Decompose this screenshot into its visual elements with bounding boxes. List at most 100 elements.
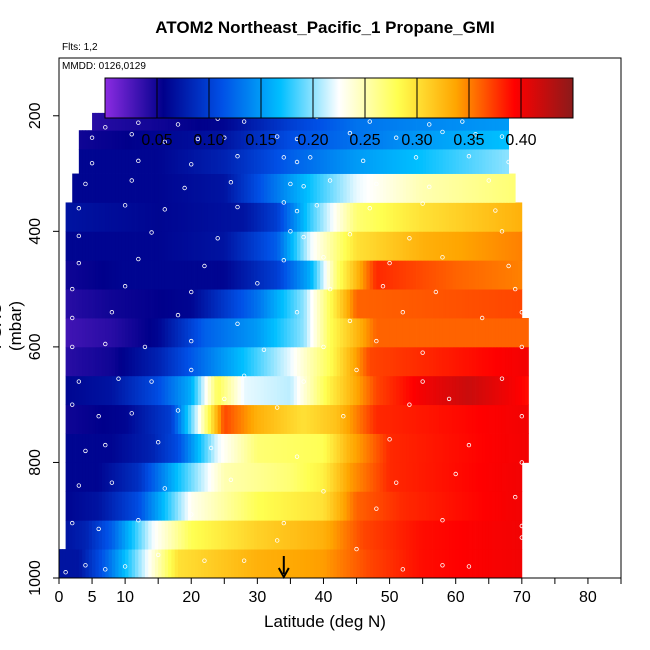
heatmap-cell [184, 260, 189, 290]
heatmap-cell [399, 112, 404, 131]
heatmap-cell [98, 260, 103, 290]
heatmap-cell [148, 202, 152, 232]
heatmap-cell [366, 149, 371, 174]
heatmap-cell [78, 289, 83, 319]
heatmap-cell [330, 202, 334, 232]
heatmap-cell [449, 173, 453, 203]
heatmap-cell [399, 289, 404, 319]
heatmap-cell [207, 404, 212, 434]
heatmap-cell [290, 149, 295, 174]
heatmap-cell [376, 173, 381, 203]
heatmap-cell [518, 433, 523, 463]
heatmap-cell [217, 260, 222, 290]
heatmap-cell [363, 549, 367, 579]
heatmap-cell [455, 433, 460, 463]
heatmap-cell [85, 433, 90, 463]
heatmap-cell [366, 130, 371, 150]
heatmap-cell [115, 433, 119, 463]
heatmap-cell [128, 375, 133, 406]
heatmap-cell [78, 202, 83, 232]
heatmap-cell [237, 231, 242, 261]
heatmap-cell [511, 318, 516, 348]
heatmap-cell [187, 375, 192, 406]
sample-point [301, 379, 306, 384]
heatmap-cell [220, 149, 225, 174]
heatmap-cell [197, 491, 202, 521]
heatmap-cell [406, 260, 410, 290]
heatmap-cell [343, 202, 348, 232]
heatmap-cell [273, 231, 278, 261]
heatmap-cell [277, 433, 281, 463]
heatmap-cell [237, 260, 242, 290]
heatmap-cell [445, 520, 450, 550]
sample-point [380, 284, 386, 289]
heatmap-cell [148, 149, 152, 174]
heatmap-row [65, 231, 523, 261]
heatmap-cell [135, 491, 139, 521]
heatmap-cell [267, 433, 271, 463]
heatmap-cell [293, 260, 298, 290]
heatmap-cell [465, 260, 470, 290]
heatmap-cell [234, 375, 238, 406]
heatmap-cell [254, 549, 258, 579]
heatmap-cell [392, 149, 397, 174]
heatmap-cell [508, 231, 513, 261]
heatmap-cell [135, 289, 139, 319]
sample-point [155, 552, 161, 558]
heatmap-cell [257, 173, 262, 203]
heatmap-cell [72, 433, 76, 463]
heatmap-cell [257, 289, 262, 319]
heatmap-cell [422, 202, 427, 232]
heatmap-cell [353, 231, 357, 261]
heatmap-cell [409, 202, 414, 232]
heatmap-cell [306, 375, 311, 406]
heatmap-cell [88, 491, 93, 521]
heatmap-cell [263, 260, 268, 290]
heatmap-cell [161, 112, 166, 131]
sample-point [360, 158, 366, 164]
heatmap-cell [333, 462, 338, 492]
sample-point [367, 206, 372, 211]
heatmap-cell [462, 346, 467, 377]
sample-point [301, 234, 306, 240]
heatmap-cell [449, 433, 453, 463]
sample-point [83, 181, 88, 187]
heatmap-cell [174, 491, 179, 521]
heatmap-cell [409, 173, 414, 203]
heatmap-cell [82, 346, 86, 377]
heatmap-cell [201, 491, 205, 521]
heatmap-cell [343, 549, 348, 579]
heatmap-cell [396, 404, 400, 434]
heatmap-cell [158, 375, 162, 406]
heatmap-cell [257, 433, 262, 463]
heatmap-cell [154, 491, 159, 521]
heatmap-cell [128, 404, 133, 434]
heatmap-cell [211, 491, 215, 521]
heatmap-cell [455, 149, 460, 174]
heatmap-cell [452, 520, 457, 550]
heatmap-cell [373, 130, 377, 150]
heatmap-cell [105, 491, 109, 521]
heatmap-cell [161, 520, 166, 550]
heatmap-cell [488, 318, 493, 348]
sample-point [96, 414, 101, 419]
heatmap-cell [340, 404, 344, 434]
heatmap-cell [349, 491, 354, 521]
heatmap-cell [356, 231, 361, 261]
heatmap-cell [118, 173, 123, 203]
heatmap-cell [247, 130, 252, 150]
heatmap-cell [449, 375, 453, 406]
heatmap-cell [366, 433, 371, 463]
heatmap-cell [121, 112, 126, 131]
heatmap-cell [449, 260, 453, 290]
heatmap-cell [340, 433, 344, 463]
heatmap-cell [234, 549, 238, 579]
heatmap-cell [151, 260, 156, 290]
heatmap-cell [277, 375, 281, 406]
heatmap-cell [191, 491, 195, 521]
heatmap-cell [511, 202, 516, 232]
heatmap-cell [396, 433, 400, 463]
heatmap-cell [310, 260, 314, 290]
heatmap-cell [353, 491, 357, 521]
sample-point [175, 408, 181, 413]
